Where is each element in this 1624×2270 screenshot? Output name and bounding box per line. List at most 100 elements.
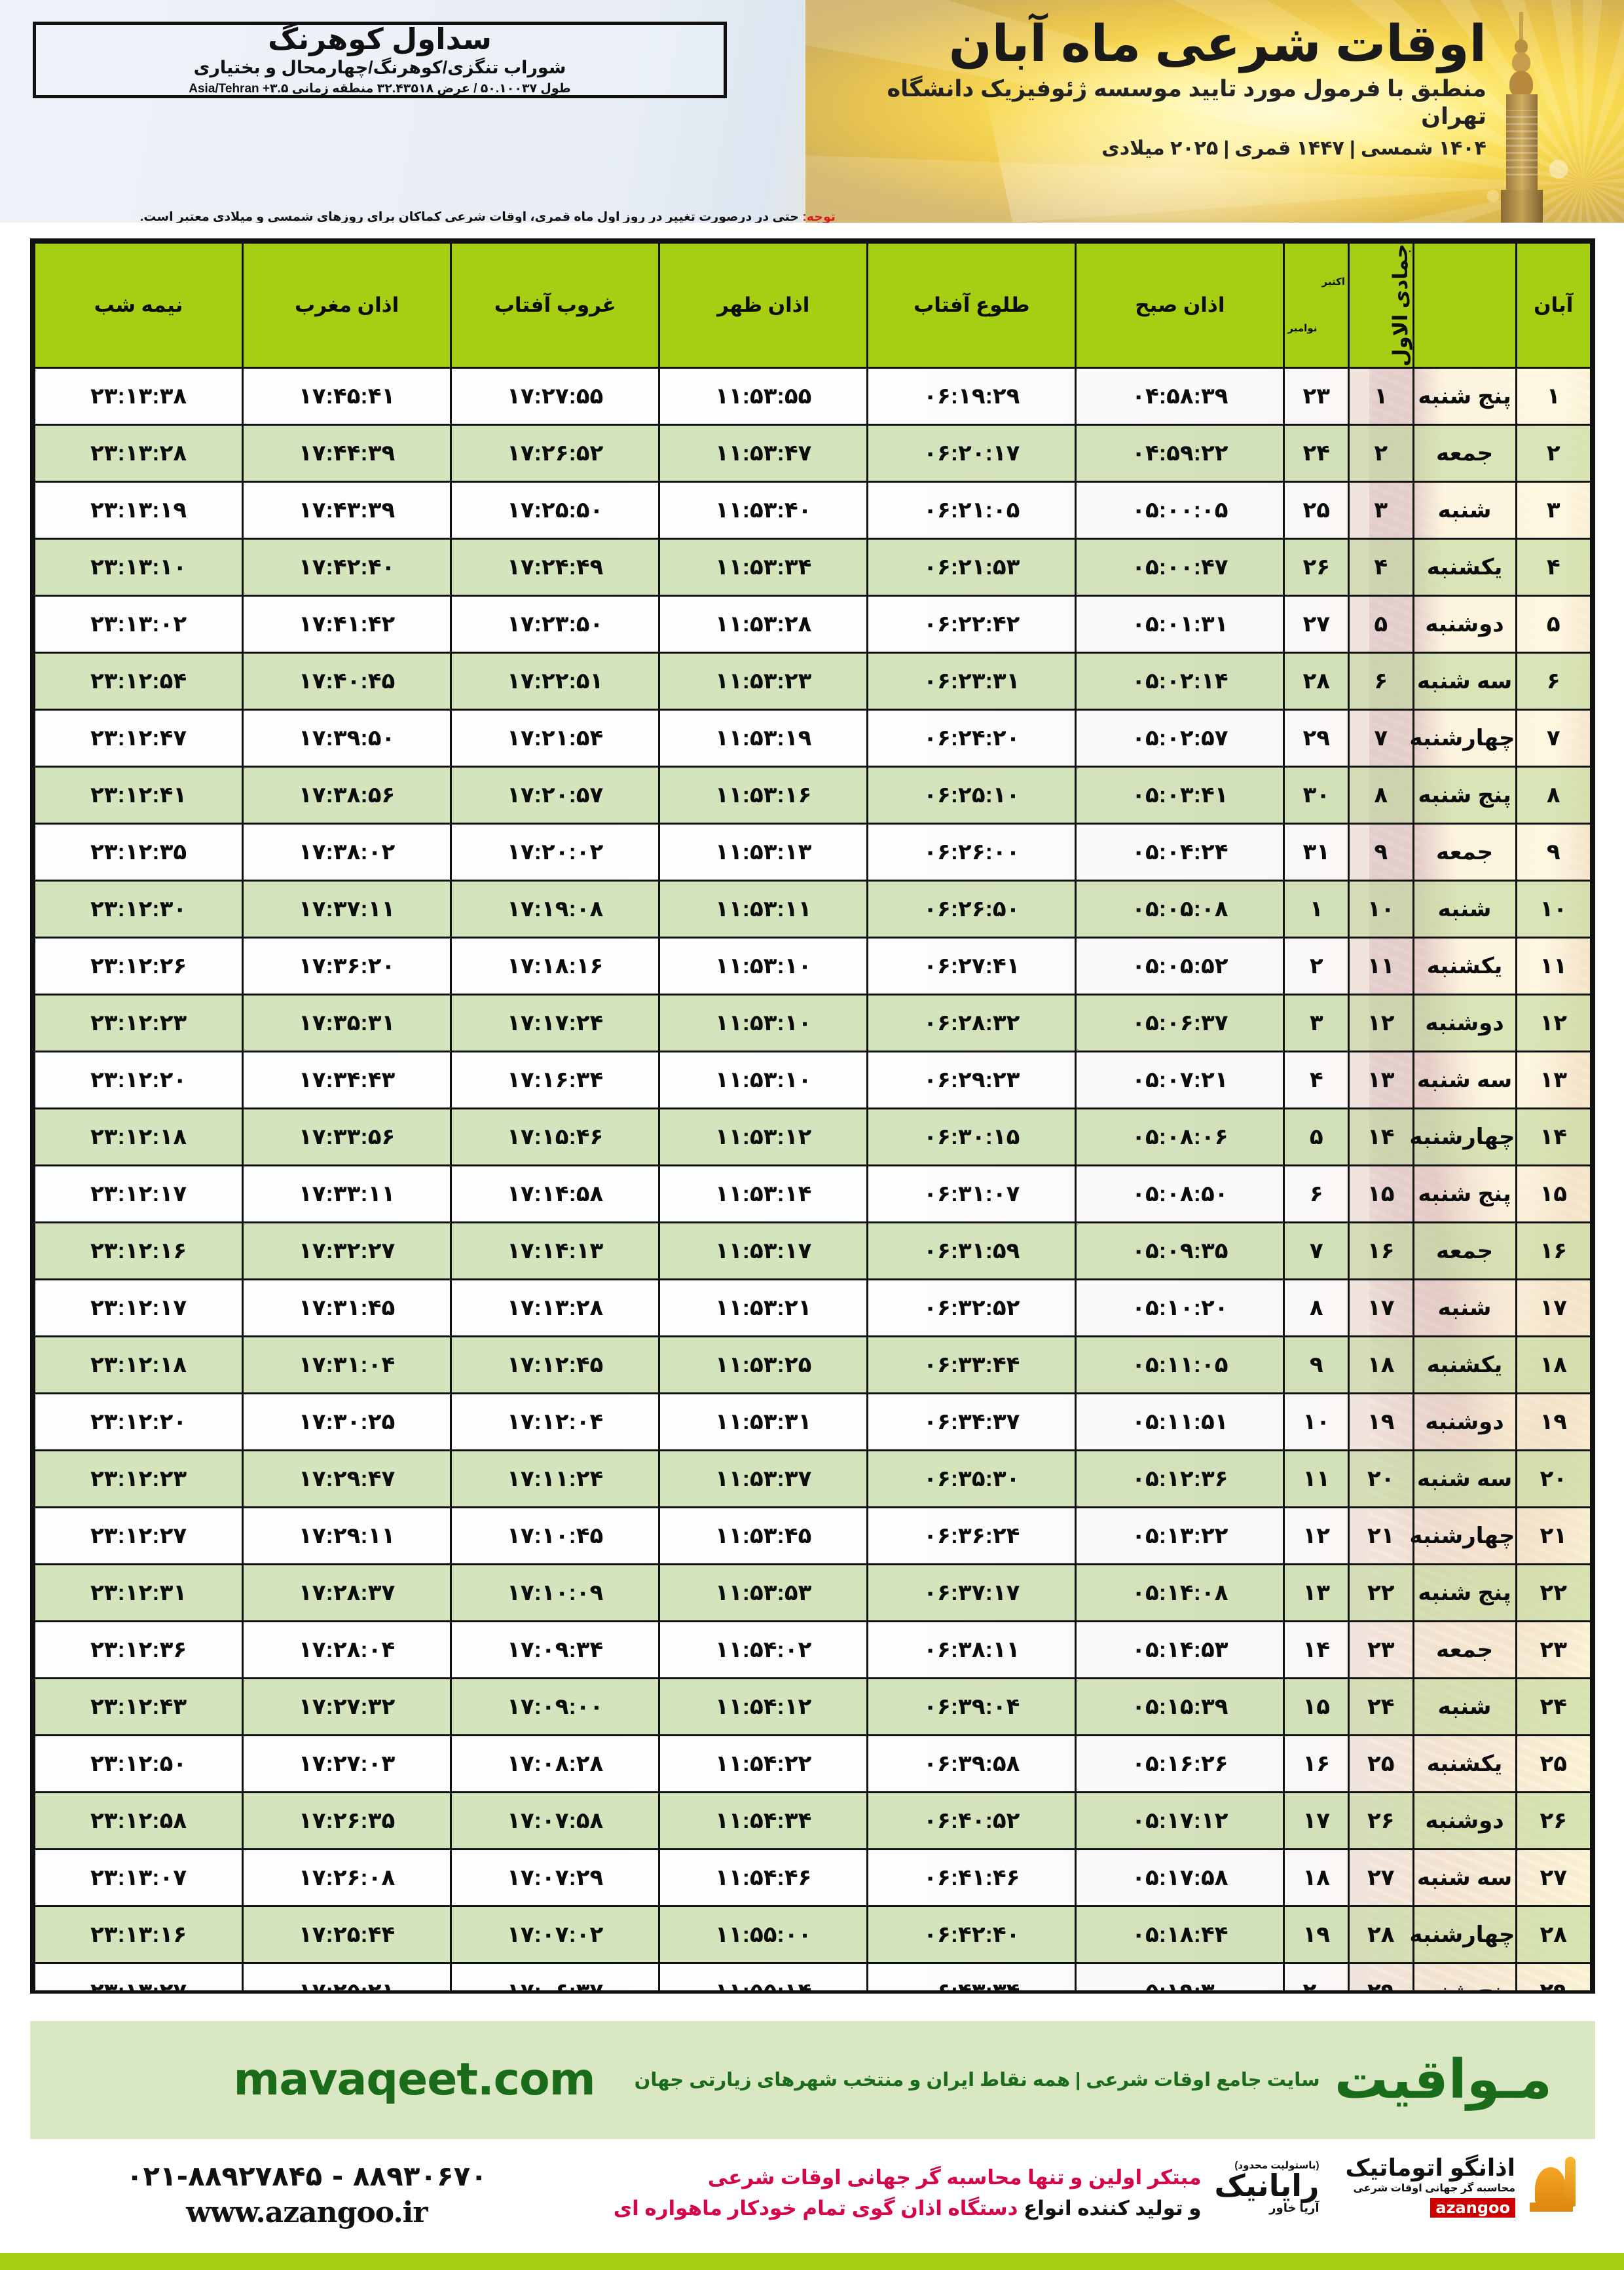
cell-midnight: ۲۳:۱۳:۱۶	[33, 1905, 244, 1964]
cell-sunset: ۱۷:۲۲:۵۱	[450, 651, 661, 711]
cell-greg: ۸	[1283, 1278, 1350, 1337]
cell-day: شنبه	[1412, 1278, 1517, 1337]
cell-midnight: ۲۳:۱۲:۲۳	[33, 993, 244, 1052]
cell-maghrib: ۱۷:۲۷:۰۳	[242, 1734, 452, 1793]
cell-sunset: ۱۷:۱۵:۴۶	[450, 1107, 661, 1166]
cell-sunset: ۱۷:۰۷:۰۲	[450, 1905, 661, 1964]
cell-greg: ۳۰	[1283, 765, 1350, 825]
cell-sunrise: ۰۶:۳۷:۱۷	[866, 1563, 1077, 1622]
cell-sunrise: ۰۶:۲۱:۰۵	[866, 480, 1077, 540]
cell-greg: ۲۰	[1283, 1962, 1350, 1990]
cell-midnight: ۲۳:۱۲:۳۰	[33, 879, 244, 939]
cell-day: پنج شنبه	[1412, 1563, 1517, 1622]
brand-footer-band: مـواقیت سایت جامع اوقات شرعی | همه نقاط …	[30, 2021, 1595, 2139]
cell-fajr: ۰۵:۱۴:۰۸	[1075, 1563, 1285, 1622]
promo-line-1: مبتکر اولین و تنها محاسبه گر جهانی اوقات…	[707, 2166, 1202, 2189]
cell-fajr: ۰۵:۱۸:۴۴	[1075, 1905, 1285, 1964]
cell-fajr: ۰۵:۰۲:۵۷	[1075, 708, 1285, 768]
cell-day: پنج شنبه	[1412, 765, 1517, 825]
cell-fajr: ۰۵:۰۰:۴۷	[1075, 537, 1285, 597]
table-row: ۱۱ یکشنبه ۱۱ ۲ ۰۵:۰۵:۵۲ ۰۶:۲۷:۴۱ ۱۱:۵۳:۱۰ ۱۷:۱۸…	[33, 936, 1592, 995]
cell-sunrise: ۰۶:۳۹:۵۸	[866, 1734, 1077, 1793]
cell-greg: ۱۱	[1283, 1449, 1350, 1508]
cell-maghrib: ۱۷:۳۵:۳۱	[242, 993, 452, 1052]
cell-day: دوشنبه	[1412, 594, 1517, 654]
cell-sunset: ۱۷:۲۰:۰۲	[450, 822, 661, 882]
cell-dhuhr: ۱۱:۵۳:۳۴	[658, 537, 869, 597]
table-row: ۶ سه شنبه ۶ ۲۸ ۰۵:۰۲:۱۴ ۰۶:۲۳:۳۱ ۱۱:۵۳:۲۳ ۱۷:۲۲…	[33, 651, 1592, 711]
table-row: ۲۹ پنج شنبه ۲۹ ۲۰ ۰۵:۱۹:۳۰ ۰۶:۴۳:۳۴ ۱۱:۵۵:۱۴ ۱۷…	[33, 1962, 1592, 1990]
cell-maghrib: ۱۷:۲۷:۳۲	[242, 1677, 452, 1736]
cell-midnight: ۲۳:۱۲:۱۷	[33, 1164, 244, 1223]
cell-hijri: ۷	[1348, 708, 1414, 768]
cell-maghrib: ۱۷:۳۰:۲۵	[242, 1392, 452, 1451]
cell-day: جمعه	[1412, 1221, 1517, 1280]
cell-fajr: ۰۵:۰۸:۰۶	[1075, 1107, 1285, 1166]
cell-dhuhr: ۱۱:۵۴:۴۶	[658, 1848, 869, 1907]
table-row: ۲۱ چهارشنبه ۲۱ ۱۲ ۰۵:۱۳:۲۲ ۰۶:۳۶:۲۴ ۱۱:۵۳:۴۵ ۱۷…	[33, 1506, 1592, 1565]
column-header-fajr: اذان صبح	[1075, 242, 1285, 369]
cell-sunrise: ۰۶:۲۳:۳۱	[866, 651, 1077, 711]
cell-sunrise: ۰۶:۲۵:۱۰	[866, 765, 1077, 825]
cell-dhuhr: ۱۱:۵۳:۱۴	[658, 1164, 869, 1223]
cell-dhuhr: ۱۱:۵۳:۲۸	[658, 594, 869, 654]
cell-fajr: ۰۵:۰۷:۲۱	[1075, 1050, 1285, 1109]
cell-midnight: ۲۳:۱۲:۵۴	[33, 651, 244, 711]
cell-dhuhr: ۱۱:۵۳:۲۳	[658, 651, 869, 711]
cell-aban: ۱۲	[1515, 993, 1592, 1052]
cell-midnight: ۲۳:۱۲:۳۱	[33, 1563, 244, 1622]
table-row: ۴ یکشنبه ۴ ۲۶ ۰۵:۰۰:۴۷ ۰۶:۲۱:۵۳ ۱۱:۵۳:۳۴ ۱۷:۲۴:…	[33, 537, 1592, 597]
cell-greg: ۴	[1283, 1050, 1350, 1109]
column-header-dhuhr: اذان ظهر	[658, 242, 869, 369]
cell-day: دوشنبه	[1412, 993, 1517, 1052]
cell-sunset: ۱۷:۰۹:۰۰	[450, 1677, 661, 1736]
cell-sunset: ۱۷:۰۷:۲۹	[450, 1848, 661, 1907]
brand-tagline: سایت جامع اوقات شرعی | همه نقاط ایران و …	[634, 2069, 1320, 2091]
cell-hijri: ۲۰	[1348, 1449, 1414, 1508]
cell-day: یکشنبه	[1412, 936, 1517, 995]
column-header-maghrib: اذان مغرب	[242, 242, 452, 369]
table-row: ۲۳ جمعه ۲۳ ۱۴ ۰۵:۱۴:۵۳ ۰۶:۳۸:۱۱ ۱۱:۵۴:۰۲ ۱۷:۰۹:…	[33, 1620, 1592, 1679]
cell-greg: ۹	[1283, 1335, 1350, 1394]
brand-website-link[interactable]: mavaqeet.com	[233, 2054, 595, 2106]
cell-dhuhr: ۱۱:۵۳:۱۰	[658, 936, 869, 995]
cell-sunrise: ۰۶:۲۰:۱۷	[866, 423, 1077, 483]
column-header-hijri: جمادی الاول	[1348, 242, 1414, 369]
cell-dhuhr: ۱۱:۵۳:۴۵	[658, 1506, 869, 1565]
promo-text-block: مبتکر اولین و تنها محاسبه گر جهانی اوقات…	[614, 2148, 1215, 2223]
cell-hijri: ۱۷	[1348, 1278, 1414, 1337]
cell-dhuhr: ۱۱:۵۴:۳۴	[658, 1791, 869, 1850]
cell-sunset: ۱۷:۱۰:۴۵	[450, 1506, 661, 1565]
cell-fajr: ۰۵:۰۱:۳۱	[1075, 594, 1285, 654]
cell-sunrise: ۰۶:۲۴:۲۰	[866, 708, 1077, 768]
azangoo-name-fa: اذانگو اتوماتیک	[1345, 2154, 1516, 2181]
cell-sunrise: ۰۶:۲۸:۳۲	[866, 993, 1077, 1052]
cell-midnight: ۲۳:۱۳:۰۷	[33, 1848, 244, 1907]
table-row: ۱۲ دوشنبه ۱۲ ۳ ۰۵:۰۶:۳۷ ۰۶:۲۸:۳۲ ۱۱:۵۳:۱۰ ۱۷:۱۷…	[33, 993, 1592, 1052]
cell-sunrise: ۰۶:۴۲:۴۰	[866, 1905, 1077, 1964]
table-row: ۳ شنبه ۳ ۲۵ ۰۵:۰۰:۰۵ ۰۶:۲۱:۰۵ ۱۱:۵۳:۴۰ ۱۷:۲۵:۵۰…	[33, 480, 1592, 540]
cell-sunset: ۱۷:۱۸:۱۶	[450, 936, 661, 995]
cell-maghrib: ۱۷:۳۱:۰۴	[242, 1335, 452, 1394]
cell-midnight: ۲۳:۱۳:۳۸	[33, 366, 244, 426]
cell-day: جمعه	[1412, 1620, 1517, 1679]
cell-sunrise: ۰۶:۴۱:۴۶	[866, 1848, 1077, 1907]
cell-greg: ۲۷	[1283, 594, 1350, 654]
cell-maghrib: ۱۷:۴۴:۳۹	[242, 423, 452, 483]
rayanik-subtitle: آریا خاور	[1269, 2201, 1320, 2214]
cell-fajr: ۰۵:۱۷:۵۸	[1075, 1848, 1285, 1907]
cell-day: یکشنبه	[1412, 1734, 1517, 1793]
cell-hijri: ۲۵	[1348, 1734, 1414, 1793]
cell-greg: ۷	[1283, 1221, 1350, 1280]
table-row: ۲۰ سه شنبه ۲۰ ۱۱ ۰۵:۱۲:۳۶ ۰۶:۳۵:۳۰ ۱۱:۵۳:۳۷ ۱۷:…	[33, 1449, 1592, 1508]
cell-dhuhr: ۱۱:۵۳:۱۶	[658, 765, 869, 825]
cell-greg: ۱۴	[1283, 1620, 1350, 1679]
contact-website[interactable]: www.azangoo.ir	[186, 2196, 428, 2229]
cell-midnight: ۲۳:۱۳:۱۹	[33, 480, 244, 540]
cell-maghrib: ۱۷:۲۹:۱۱	[242, 1506, 452, 1565]
cell-maghrib: ۱۷:۲۶:۳۵	[242, 1791, 452, 1850]
cell-fajr: ۰۵:۱۹:۳۰	[1075, 1962, 1285, 1990]
cell-dhuhr: ۱۱:۵۳:۵۳	[658, 1563, 869, 1622]
cell-sunset: ۱۷:۲۰:۵۷	[450, 765, 661, 825]
cell-midnight: ۲۳:۱۲:۳۵	[33, 822, 244, 882]
